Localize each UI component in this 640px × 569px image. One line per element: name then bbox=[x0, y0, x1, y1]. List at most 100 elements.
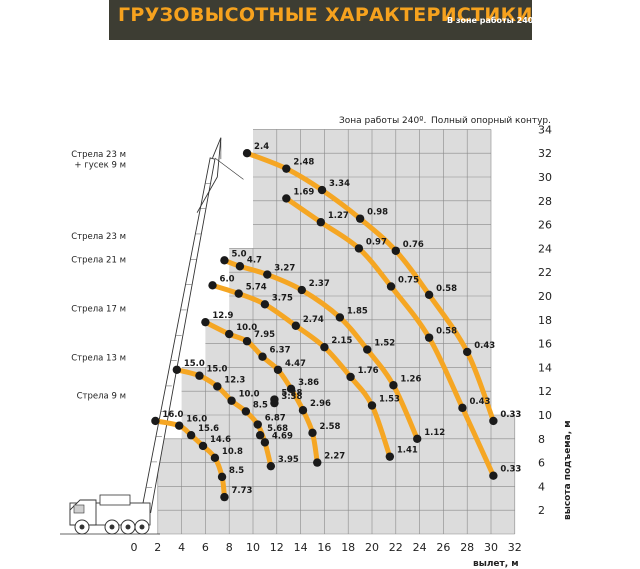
load-point bbox=[213, 382, 222, 391]
load-label: 2.48 bbox=[293, 158, 314, 168]
x-tick-label: 2 bbox=[154, 541, 161, 554]
y-tick-label: 28 bbox=[538, 195, 552, 208]
load-label: 7.73 bbox=[231, 486, 252, 496]
load-point bbox=[386, 282, 396, 291]
load-label: 16.0 bbox=[162, 410, 183, 420]
x-tick-label: 12 bbox=[270, 541, 284, 554]
load-point bbox=[286, 384, 296, 394]
load-point bbox=[291, 321, 301, 330]
x-tick-label: 16 bbox=[317, 541, 331, 554]
load-label: 8.5 bbox=[229, 466, 244, 476]
load-point bbox=[260, 438, 270, 447]
boom-label: Стрела 17 м bbox=[71, 304, 126, 314]
load-label: 1.12 bbox=[424, 428, 445, 438]
load-point bbox=[242, 337, 252, 346]
load-point bbox=[385, 452, 395, 461]
load-label: 4.7 bbox=[247, 255, 262, 265]
load-label: 1.26 bbox=[400, 374, 421, 384]
outrigger-note: Полный опорный контур. bbox=[431, 116, 551, 126]
load-point bbox=[273, 365, 283, 374]
load-label: 2.4 bbox=[254, 142, 269, 152]
x-tick-label: 26 bbox=[436, 541, 450, 554]
load-label: 2.15 bbox=[331, 336, 352, 346]
load-label: 3.95 bbox=[278, 455, 299, 465]
load-point bbox=[225, 329, 234, 339]
load-point bbox=[367, 401, 377, 410]
load-point bbox=[363, 345, 372, 354]
load-point bbox=[242, 149, 252, 158]
load-label: 3.27 bbox=[274, 264, 295, 274]
boom-label: Стрела 21 м bbox=[71, 256, 126, 266]
x-tick-label: 4 bbox=[178, 541, 185, 554]
x-tick-label: 24 bbox=[413, 541, 427, 554]
load-label: 1.76 bbox=[358, 366, 379, 376]
load-label: 3.86 bbox=[298, 378, 319, 388]
x-tick-label: 32 bbox=[508, 541, 522, 554]
load-label: 14.6 bbox=[210, 435, 231, 445]
boom-label: Стрела 13 м bbox=[71, 353, 126, 363]
load-point bbox=[220, 256, 229, 265]
load-label: 0.43 bbox=[474, 341, 495, 351]
load-label: 1.85 bbox=[347, 306, 368, 316]
load-label: 3.75 bbox=[272, 293, 293, 303]
load-label: 6.37 bbox=[270, 346, 291, 356]
load-point bbox=[346, 372, 355, 382]
x-tick-label: 28 bbox=[460, 541, 474, 554]
load-point bbox=[320, 342, 329, 352]
y-tick-label: 8 bbox=[538, 433, 545, 446]
load-label: 15.0 bbox=[184, 359, 205, 369]
page-title: ГРУЗОВЫСОТНЫЕ ХАРАКТЕРИСТИКИ bbox=[118, 4, 533, 26]
load-point bbox=[316, 218, 326, 227]
y-tick-label: 20 bbox=[538, 290, 552, 303]
load-label: 0.76 bbox=[403, 240, 424, 250]
load-point bbox=[458, 403, 467, 413]
x-tick-label: 6 bbox=[202, 541, 209, 554]
crane-jib bbox=[196, 137, 222, 213]
load-label: 5.28 bbox=[281, 389, 302, 399]
load-point bbox=[217, 472, 227, 482]
grid-step-5 bbox=[491, 415, 515, 534]
load-label: 0.75 bbox=[398, 275, 419, 285]
load-label: 3.38 bbox=[281, 392, 302, 402]
load-label: 16.0 bbox=[186, 415, 207, 425]
load-label: 8.5 bbox=[253, 400, 268, 410]
load-point bbox=[263, 270, 272, 279]
y-tick-label: 4 bbox=[538, 480, 545, 493]
load-point bbox=[354, 244, 364, 253]
boom-label: Стрела 9 м bbox=[77, 391, 126, 401]
y-tick-label: 30 bbox=[538, 171, 552, 184]
load-label: 0.98 bbox=[367, 208, 388, 218]
y-tick-label: 34 bbox=[538, 123, 552, 136]
boom-label: Стрела 23 м bbox=[71, 150, 126, 160]
load-label: 1.27 bbox=[328, 211, 349, 221]
load-label: 1.52 bbox=[374, 339, 395, 349]
load-label: 0.97 bbox=[366, 237, 387, 247]
x-tick-label: 18 bbox=[341, 541, 355, 554]
grid-step-1 bbox=[181, 367, 206, 534]
load-point bbox=[313, 458, 322, 467]
load-label: 2.37 bbox=[309, 279, 330, 289]
load-point bbox=[175, 421, 184, 430]
load-point bbox=[220, 492, 229, 502]
load-point bbox=[210, 453, 220, 463]
y-tick-label: 10 bbox=[538, 409, 552, 422]
x-tick-label: 30 bbox=[484, 541, 498, 554]
load-point bbox=[297, 285, 306, 295]
x-tick-label: 20 bbox=[365, 541, 379, 554]
load-label: 0.33 bbox=[500, 410, 521, 420]
load-label: 15.0 bbox=[206, 365, 227, 375]
load-point bbox=[241, 407, 251, 416]
load-label: 0.43 bbox=[469, 397, 490, 407]
load-label: 5.68 bbox=[267, 424, 288, 434]
load-label: 12.9 bbox=[212, 311, 233, 321]
load-point bbox=[258, 352, 267, 361]
load-point bbox=[335, 313, 345, 322]
load-point bbox=[355, 214, 365, 223]
load-label: 6.0 bbox=[220, 274, 235, 284]
load-label: 4.69 bbox=[272, 431, 293, 441]
load-point bbox=[424, 333, 434, 342]
load-point bbox=[282, 194, 291, 203]
load-label: 1.69 bbox=[293, 187, 314, 197]
y-tick-label: 2 bbox=[538, 504, 545, 517]
